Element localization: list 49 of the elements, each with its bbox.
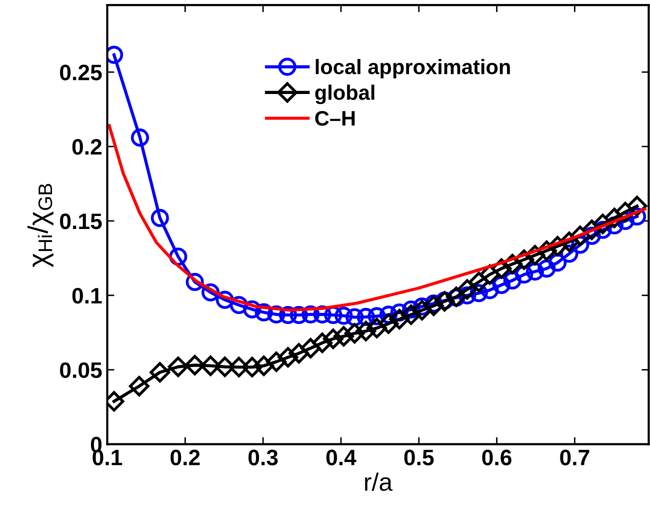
point — [288, 343, 310, 364]
point — [548, 254, 567, 272]
x-tick-label: 0.2 — [170, 450, 200, 466]
point — [423, 296, 444, 316]
point — [456, 279, 478, 300]
point — [378, 313, 399, 334]
y-tick-label: 0.25 — [60, 64, 102, 80]
legend-label: C–H — [315, 110, 355, 126]
point — [334, 306, 353, 325]
point — [242, 356, 262, 378]
point — [254, 356, 274, 376]
legend-label: local approximation — [316, 58, 510, 78]
point — [130, 128, 149, 147]
point — [356, 320, 376, 342]
point — [278, 347, 298, 368]
legend-label: global — [315, 84, 374, 104]
point — [344, 323, 365, 344]
y-tick-label: 0.15 — [60, 213, 102, 230]
y-tick-label: 0.1 — [72, 288, 102, 304]
point — [333, 326, 354, 347]
point — [468, 272, 490, 292]
x-axis-title: r/a — [365, 472, 393, 491]
point — [412, 300, 432, 320]
point — [214, 356, 236, 378]
y-tick-label: 0.05 — [60, 362, 102, 378]
x-tick-label: 0.5 — [404, 450, 434, 466]
point — [389, 308, 410, 330]
point — [366, 318, 388, 338]
point — [503, 271, 522, 290]
y-axis-title: χ$_{Hi}$/χ$_{GB}$ — [27, 184, 54, 268]
point — [168, 356, 188, 378]
y-tick-label: 0.2 — [72, 139, 102, 155]
point — [200, 356, 221, 376]
x-tick-label: 0.4 — [326, 450, 356, 466]
point — [526, 262, 544, 281]
point — [538, 260, 556, 278]
point — [266, 352, 287, 372]
point — [150, 208, 169, 227]
point — [300, 338, 321, 358]
point — [150, 362, 170, 383]
point — [312, 332, 332, 354]
point — [322, 328, 344, 350]
x-tick-label: 0.6 — [482, 450, 512, 466]
x-tick-label: 0.3 — [248, 450, 278, 466]
x-tick-label: 0.7 — [560, 450, 590, 466]
point — [400, 304, 422, 325]
point — [492, 276, 510, 294]
point — [128, 376, 150, 396]
point — [228, 356, 250, 378]
